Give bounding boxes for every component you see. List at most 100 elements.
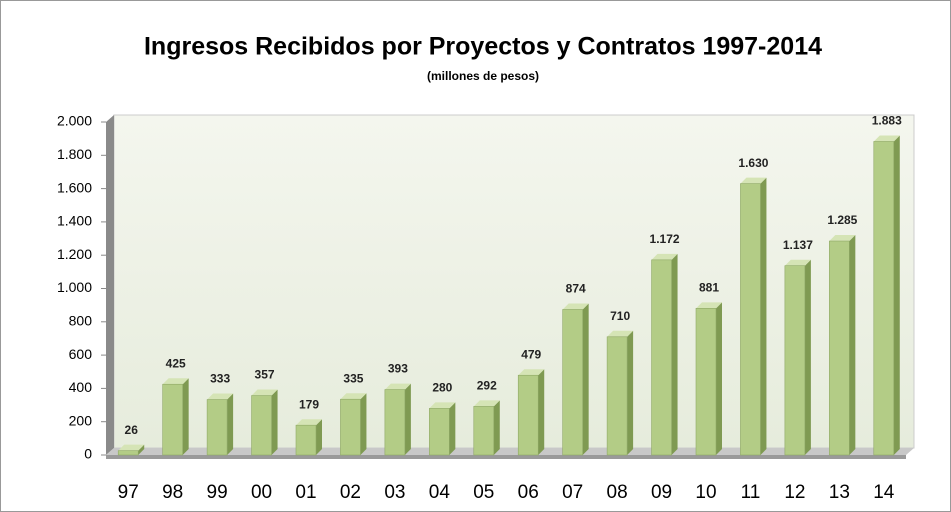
- y-tick-label: 1.000: [57, 279, 92, 295]
- bar-side: [627, 330, 634, 455]
- bar-side: [716, 302, 722, 455]
- bar-side: [538, 369, 545, 455]
- bar-top: [162, 378, 189, 385]
- x-tick-label: 09: [651, 482, 672, 503]
- y-tick-label: 0: [84, 446, 92, 462]
- x-tick-label: 13: [829, 482, 850, 503]
- value-label: 1.285: [827, 213, 857, 227]
- bar: [651, 259, 672, 456]
- x-tick-label: 14: [873, 482, 895, 503]
- bar-top: [562, 303, 589, 310]
- x-tick-label: 00: [251, 482, 272, 503]
- bar-top: [473, 400, 500, 407]
- bar-top: [384, 383, 411, 390]
- bar-top: [118, 444, 145, 451]
- x-tick-label: 07: [562, 482, 583, 503]
- bar: [251, 395, 272, 456]
- bar-top: [873, 135, 900, 142]
- bar: [429, 408, 450, 456]
- bar-top: [518, 369, 545, 376]
- value-label: 26: [125, 423, 139, 437]
- x-tick-label: 08: [607, 482, 628, 503]
- bar-side: [360, 393, 367, 455]
- y-tick-label: 400: [69, 379, 93, 395]
- bar: [562, 309, 583, 456]
- value-label: 425: [166, 356, 186, 370]
- bar: [740, 183, 761, 456]
- bar-side: [404, 383, 411, 455]
- y-tick-label: 800: [69, 313, 93, 329]
- value-label: 1.630: [738, 156, 768, 170]
- bar-side: [227, 393, 234, 455]
- value-label: 881: [699, 280, 719, 294]
- bar-top: [651, 253, 678, 260]
- bar: [206, 399, 228, 456]
- value-label: 1.137: [783, 238, 813, 252]
- x-tick-label: 12: [784, 482, 805, 503]
- bar-side: [804, 259, 811, 455]
- bar-top: [207, 393, 234, 400]
- bar-top: [784, 259, 811, 266]
- bar-top: [740, 177, 767, 184]
- chart-title: Ingresos Recibidos por Proyectos y Contr…: [144, 33, 822, 61]
- bar: [695, 308, 717, 456]
- bar-top: [696, 302, 722, 309]
- bar: [117, 450, 139, 456]
- value-label: 179: [299, 397, 319, 411]
- bar-top: [829, 235, 856, 242]
- value-label: 479: [521, 347, 541, 361]
- y-tick-label: 1.600: [57, 179, 92, 195]
- value-label: 292: [477, 379, 497, 393]
- bar: [784, 265, 806, 456]
- bar-side: [316, 419, 322, 455]
- y-tick-label: 1.200: [57, 246, 92, 262]
- x-tick-label: 11: [741, 482, 761, 503]
- value-label: 357: [255, 368, 275, 382]
- bar: [517, 374, 539, 456]
- x-tick-label: 99: [207, 482, 228, 503]
- bar: [162, 383, 183, 456]
- x-tick-label: 02: [340, 482, 361, 503]
- bar: [384, 389, 406, 456]
- bar-side: [893, 135, 900, 455]
- bar-top: [429, 402, 456, 409]
- x-tick-label: 10: [695, 482, 716, 503]
- x-tick-label: 06: [518, 482, 539, 503]
- bar-top: [340, 393, 367, 400]
- floor-edge: [106, 455, 906, 459]
- bar-side: [671, 253, 678, 455]
- value-label: 333: [210, 372, 230, 386]
- y-tick-label: 200: [69, 412, 93, 428]
- value-label: 710: [610, 309, 630, 323]
- value-label: 280: [432, 381, 452, 395]
- side-wall: [106, 115, 114, 455]
- bar: [829, 240, 850, 456]
- value-label: 1.172: [650, 232, 680, 246]
- x-tick-label: 04: [429, 482, 451, 503]
- x-tick-label: 05: [473, 482, 494, 503]
- bar: [873, 141, 895, 456]
- bar-side: [138, 444, 145, 455]
- bar-side: [760, 177, 767, 456]
- bar: [295, 424, 317, 456]
- bar-top: [251, 389, 278, 396]
- y-tick-label: 2.000: [57, 113, 92, 129]
- chart-subtitle: (millones de pesos): [427, 69, 539, 83]
- y-tick-label: 1.800: [57, 146, 92, 162]
- bar-side: [493, 400, 500, 455]
- bar-side: [849, 235, 856, 455]
- bar-top: [296, 419, 322, 426]
- value-label: 393: [388, 362, 408, 376]
- x-tick-label: 03: [384, 482, 405, 503]
- bar: [606, 336, 628, 456]
- bar-side: [271, 389, 278, 455]
- bar: [473, 406, 495, 456]
- x-tick-label: 98: [162, 482, 183, 503]
- bar-side: [582, 303, 589, 455]
- y-tick-label: 600: [69, 346, 93, 362]
- bar: [340, 398, 361, 456]
- x-tick-label: 97: [118, 482, 139, 503]
- x-tick-label: 01: [295, 482, 316, 503]
- value-label: 874: [566, 282, 586, 296]
